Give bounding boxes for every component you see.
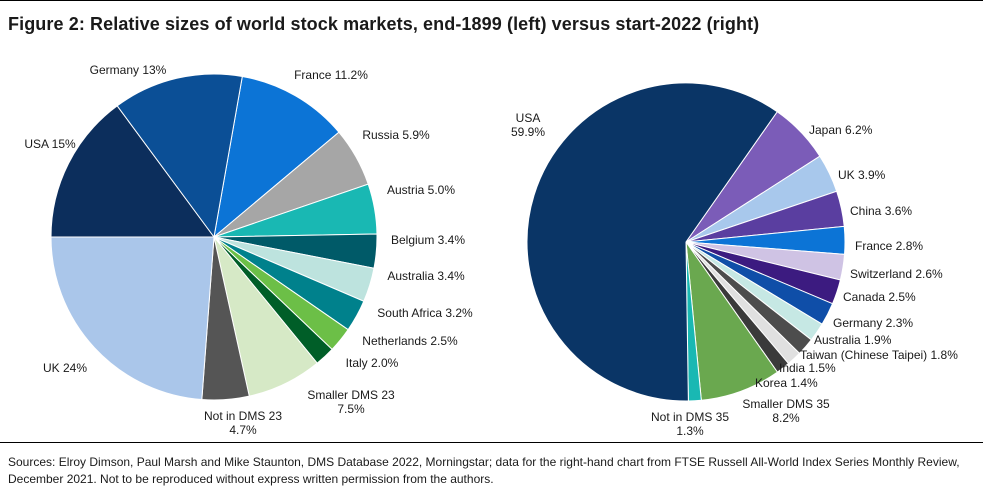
label-italy-1899: Italy 2.0% bbox=[345, 356, 399, 370]
pie-chart-2022 bbox=[526, 82, 846, 402]
source-note: Sources: Elroy Dimson, Paul Marsh and Mi… bbox=[8, 455, 960, 486]
label-china-2022: China 3.6% bbox=[850, 204, 913, 218]
label-switzerland-2022: Switzerland 2.6% bbox=[850, 267, 943, 281]
label-smaller-dms-35: Smaller DMS 35 8.2% bbox=[742, 397, 830, 425]
label-france-1899: France 11.2% bbox=[294, 68, 368, 82]
label-korea-2022: Korea 1.4% bbox=[755, 376, 818, 390]
pie-slice-uk bbox=[50, 236, 215, 401]
figure-title: Figure 2: Relative sizes of world stock … bbox=[8, 14, 760, 34]
label-netherlands-1899: Netherlands 2.5% bbox=[362, 334, 458, 348]
label-germany-1899: Germany 13% bbox=[89, 63, 167, 77]
label-belgium-1899: Belgium 3.4% bbox=[390, 233, 466, 247]
pie-chart-1899 bbox=[50, 73, 378, 401]
label-taiwan-2022: Taiwan (Chinese Taipei) 1.8% bbox=[800, 348, 958, 362]
pie-slice-germany bbox=[116, 73, 243, 239]
bottom-rule bbox=[0, 442, 983, 443]
label-australia-1899: Australia 3.4% bbox=[387, 269, 465, 283]
label-uk-2022: UK 3.9% bbox=[838, 168, 886, 182]
label-japan-2022: Japan 6.2% bbox=[809, 123, 873, 137]
label-not-in-dms-23: Not in DMS 23 4.7% bbox=[203, 409, 283, 437]
label-smaller-dms-23: Smaller DMS 23 7.5% bbox=[307, 388, 395, 416]
label-germany-2022: Germany 2.3% bbox=[833, 316, 914, 330]
label-russia-1899: Russia 5.9% bbox=[362, 128, 430, 142]
pie-slice-france bbox=[213, 75, 340, 239]
label-austria-1899: Austria 5.0% bbox=[386, 183, 456, 197]
pie-slice-usa bbox=[526, 82, 778, 402]
label-india-2022: India 1.5% bbox=[779, 361, 836, 375]
label-australia-2022: Australia 1.9% bbox=[814, 333, 892, 347]
label-not-in-dms-35: Not in DMS 35 1.3% bbox=[650, 410, 730, 438]
top-rule bbox=[0, 0, 983, 1]
label-france-2022: France 2.8% bbox=[855, 239, 924, 253]
label-uk-1899: UK 24% bbox=[42, 361, 88, 375]
pie-slice-usa bbox=[50, 105, 215, 238]
label-canada-2022: Canada 2.5% bbox=[843, 290, 916, 304]
label-usa-1899: USA 15% bbox=[24, 137, 76, 151]
label-usa-2022: USA 59.9% bbox=[510, 111, 546, 139]
label-south-africa-1899: South Africa 3.2% bbox=[377, 306, 473, 320]
